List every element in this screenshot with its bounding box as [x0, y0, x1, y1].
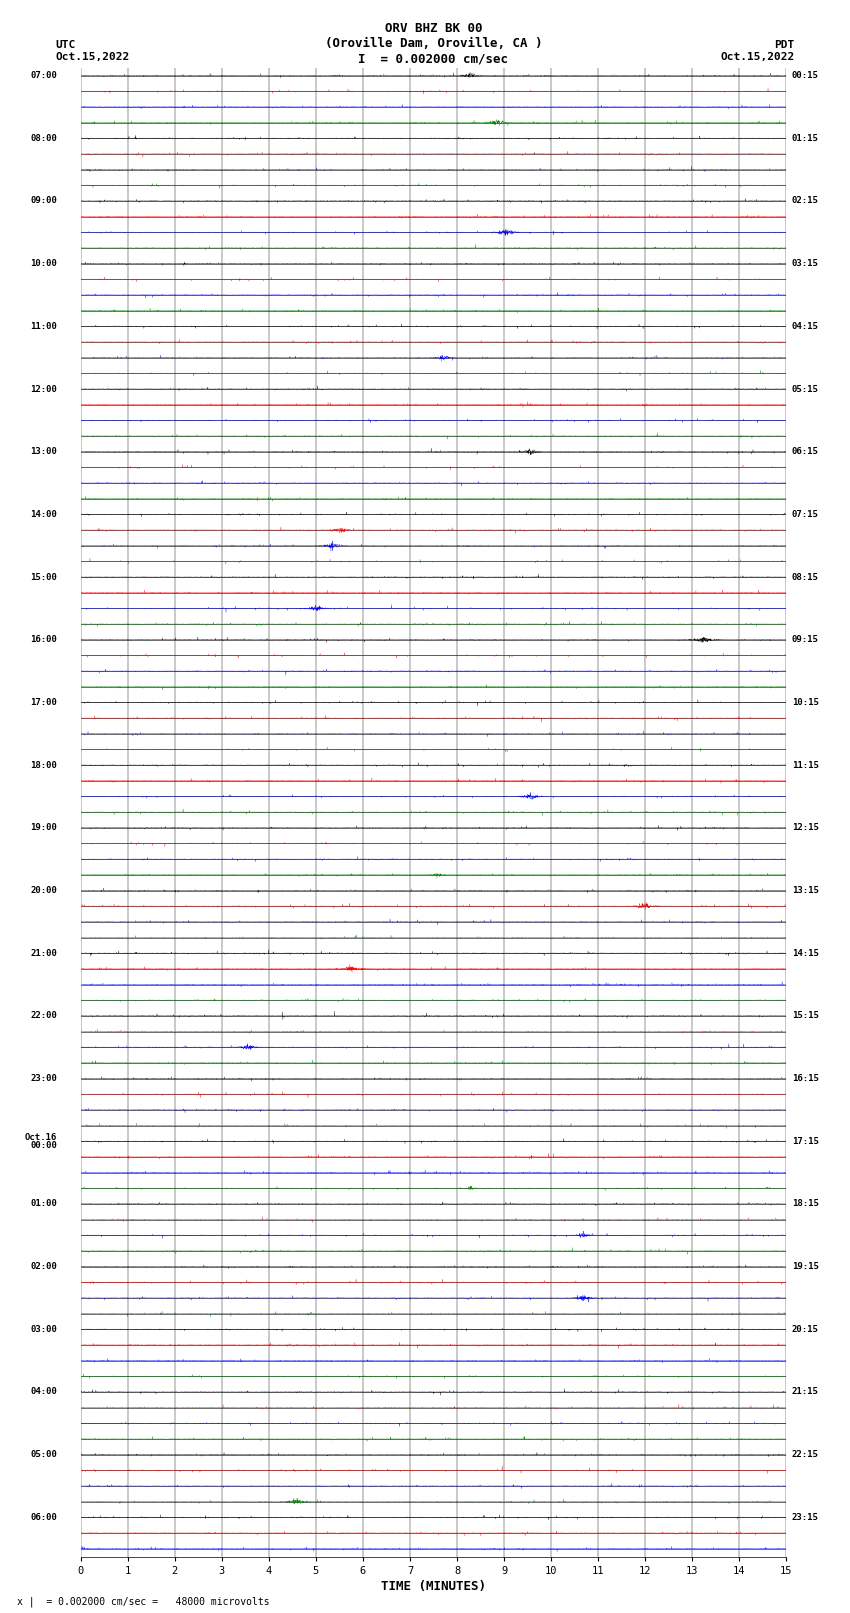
Text: 13:00: 13:00: [31, 447, 57, 456]
Title: ORV BHZ BK 00
(Oroville Dam, Oroville, CA )
I  = 0.002000 cm/sec: ORV BHZ BK 00 (Oroville Dam, Oroville, C…: [325, 23, 542, 65]
Text: 03:15: 03:15: [792, 260, 819, 268]
Text: 22:15: 22:15: [792, 1450, 819, 1460]
Text: 17:15: 17:15: [792, 1137, 819, 1145]
Text: 20:00: 20:00: [31, 886, 57, 895]
Text: 02:00: 02:00: [31, 1261, 57, 1271]
Text: 13:15: 13:15: [792, 886, 819, 895]
Text: 15:15: 15:15: [792, 1011, 819, 1021]
Text: 15:00: 15:00: [31, 573, 57, 582]
Text: 08:15: 08:15: [792, 573, 819, 582]
Text: 18:00: 18:00: [31, 761, 57, 769]
Text: 19:15: 19:15: [792, 1261, 819, 1271]
Text: PDT
Oct.15,2022: PDT Oct.15,2022: [721, 40, 795, 61]
Text: 01:00: 01:00: [31, 1200, 57, 1208]
Text: 11:15: 11:15: [792, 761, 819, 769]
Text: UTC
Oct.15,2022: UTC Oct.15,2022: [55, 40, 129, 61]
Text: 19:00: 19:00: [31, 823, 57, 832]
Text: 20:15: 20:15: [792, 1324, 819, 1334]
Text: 07:15: 07:15: [792, 510, 819, 519]
Text: 01:15: 01:15: [792, 134, 819, 144]
Text: 07:00: 07:00: [31, 71, 57, 81]
Text: 03:00: 03:00: [31, 1324, 57, 1334]
Text: 05:00: 05:00: [31, 1450, 57, 1460]
Text: 08:00: 08:00: [31, 134, 57, 144]
Text: 21:15: 21:15: [792, 1387, 819, 1397]
Text: 22:00: 22:00: [31, 1011, 57, 1021]
Text: 16:15: 16:15: [792, 1074, 819, 1082]
Text: 21:00: 21:00: [31, 948, 57, 958]
Text: 14:15: 14:15: [792, 948, 819, 958]
Text: 18:15: 18:15: [792, 1200, 819, 1208]
Text: 12:00: 12:00: [31, 384, 57, 394]
Text: 02:15: 02:15: [792, 197, 819, 205]
X-axis label: TIME (MINUTES): TIME (MINUTES): [381, 1579, 486, 1592]
Text: 04:00: 04:00: [31, 1387, 57, 1397]
Text: 23:00: 23:00: [31, 1074, 57, 1082]
Text: 05:15: 05:15: [792, 384, 819, 394]
Text: Oct.16
00:00: Oct.16 00:00: [25, 1132, 57, 1150]
Text: 09:00: 09:00: [31, 197, 57, 205]
Text: 16:00: 16:00: [31, 636, 57, 644]
Text: 04:15: 04:15: [792, 323, 819, 331]
Text: 06:00: 06:00: [31, 1513, 57, 1523]
Text: 12:15: 12:15: [792, 823, 819, 832]
Text: 10:00: 10:00: [31, 260, 57, 268]
Text: 11:00: 11:00: [31, 323, 57, 331]
Text: 23:15: 23:15: [792, 1513, 819, 1523]
Text: x |  = 0.002000 cm/sec =   48000 microvolts: x | = 0.002000 cm/sec = 48000 microvolts: [17, 1595, 269, 1607]
Text: 06:15: 06:15: [792, 447, 819, 456]
Text: 00:15: 00:15: [792, 71, 819, 81]
Text: 10:15: 10:15: [792, 698, 819, 706]
Text: 17:00: 17:00: [31, 698, 57, 706]
Text: 14:00: 14:00: [31, 510, 57, 519]
Text: 09:15: 09:15: [792, 636, 819, 644]
